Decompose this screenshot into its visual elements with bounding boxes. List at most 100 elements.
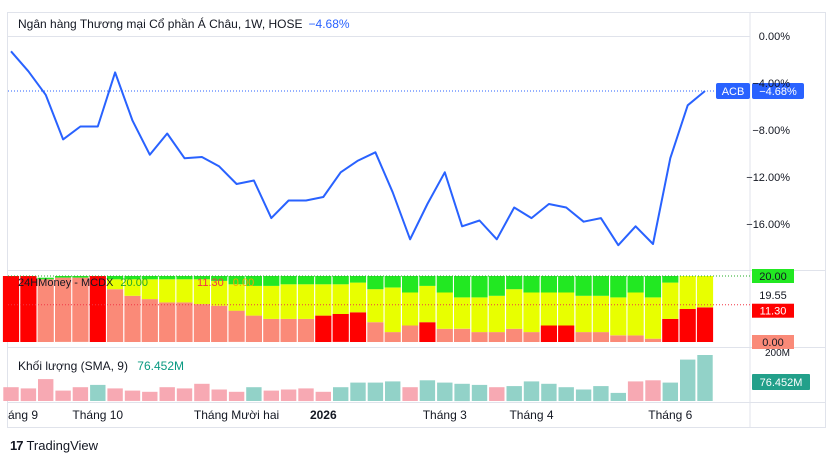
mcdx-bar-red xyxy=(662,318,679,342)
mcdx-bar-green xyxy=(349,276,367,283)
mcdx-bar-red xyxy=(332,313,349,342)
mcdx-bar-salmon xyxy=(193,304,210,342)
mcdx-bar-green xyxy=(644,276,662,298)
volume-bar xyxy=(159,387,175,401)
mcdx-bar-green xyxy=(228,276,245,285)
mcdx-bar-green xyxy=(297,276,315,285)
tradingview-logo[interactable]: 17 TradingView xyxy=(10,438,98,453)
mcdx-bar-salmon xyxy=(644,338,662,342)
volume-bar xyxy=(315,391,331,401)
mcdx-bar-red xyxy=(679,309,696,342)
mcdx-bar-green xyxy=(454,276,471,298)
mcdx-bar-salmon xyxy=(124,295,141,342)
volume-bar xyxy=(55,390,71,401)
mcdx-bar-red xyxy=(540,325,557,342)
tradingview-name: TradingView xyxy=(26,438,99,453)
mcdx-bar-green xyxy=(367,276,384,290)
mcdx-tag-0-bg xyxy=(752,335,794,349)
volume-bar xyxy=(3,387,19,401)
mcdx-bar-yellow xyxy=(263,285,280,319)
mcdx-bar-green xyxy=(523,276,540,293)
last-value-label: −4.68% xyxy=(759,86,797,98)
price-pane: ACB −4.68% xyxy=(8,36,804,247)
mcdx-bar-yellow xyxy=(245,285,262,316)
mcdx-bar-yellow xyxy=(610,297,627,336)
volume-bar xyxy=(72,387,89,401)
volume-bar xyxy=(211,389,227,401)
axes: 0.00% −4.00% −8.00% −12.00% −16.00% 200M áng 9… xyxy=(8,31,790,422)
indicator-value-green: 20.00 xyxy=(120,277,148,289)
mcdx-bar-green xyxy=(558,276,575,293)
mcdx-bar-yellow xyxy=(402,292,419,326)
mcdx-bar-green xyxy=(159,276,176,280)
volume-bar xyxy=(385,381,401,401)
mcdx-bar-red xyxy=(315,315,332,342)
mcdx-bar-yellow xyxy=(141,279,158,300)
mcdx-bar-yellow xyxy=(540,292,557,326)
mcdx-bar-green xyxy=(436,276,453,293)
outer-border xyxy=(7,12,826,428)
mcdx-bar-green xyxy=(211,276,228,281)
mcdx-bar-salmon xyxy=(488,332,505,342)
mcdx-bar-salmon xyxy=(55,277,72,342)
mcdx-bar-green xyxy=(280,276,297,285)
mcdx-bar-green xyxy=(488,276,505,296)
price-tick-label: −12.00% xyxy=(746,172,790,184)
mcdx-bar-yellow xyxy=(592,295,609,333)
time-tick-label: Tháng 4 xyxy=(509,408,553,422)
mcdx-bar-green xyxy=(419,276,436,286)
mcdx-bar-salmon xyxy=(367,322,384,342)
mcdx-bar-green xyxy=(627,276,644,293)
mcdx-tag-20-bg xyxy=(752,269,794,283)
mcdx-bar-green xyxy=(263,276,280,286)
mcdx-bar-red xyxy=(419,322,436,342)
volume-bar xyxy=(627,381,644,401)
volume-pane: 76.452M xyxy=(3,355,810,402)
mcdx-bar-yellow xyxy=(297,284,315,319)
mcdx-bar-salmon xyxy=(297,318,315,342)
mcdx-bar-salmon xyxy=(506,328,523,342)
mcdx-tag-20: 20.00 xyxy=(759,271,787,283)
volume-legend[interactable]: Khối lượng (SMA, 9) 76.452M xyxy=(18,359,184,373)
mcdx-bar-yellow xyxy=(367,289,384,323)
volume-bar xyxy=(575,389,592,401)
mcdx-bar-salmon xyxy=(627,335,644,342)
mcdx-bar-green xyxy=(332,276,349,285)
price-tick-label: −4.00% xyxy=(752,78,790,90)
mcdx-bar-yellow xyxy=(315,284,332,316)
volume-bar xyxy=(662,382,678,401)
mcdx-bar-yellow xyxy=(679,276,696,309)
indicator-legend[interactable]: 24HMoney - MCDX 20.00 11.30 0.00 xyxy=(18,277,254,289)
mcdx-bar-green xyxy=(506,276,523,290)
price-tick-label: −16.00% xyxy=(746,219,790,231)
volume-bar xyxy=(246,387,262,401)
mcdx-bar-salmon xyxy=(245,315,262,342)
mcdx-bar-salmon xyxy=(471,332,488,342)
mcdx-bar-salmon xyxy=(384,332,401,342)
volume-bar xyxy=(697,355,713,401)
mcdx-bar-salmon xyxy=(72,277,89,342)
mcdx-bar-yellow xyxy=(696,276,714,308)
time-tick-label: Tháng 6 xyxy=(648,408,692,422)
volume-bar xyxy=(333,387,349,401)
price-tick-label: 0.00% xyxy=(759,31,790,43)
mcdx-bar-green xyxy=(37,277,54,280)
mcdx-bar-green xyxy=(402,276,419,293)
volume-bar xyxy=(506,386,522,402)
mcdx-bar-yellow xyxy=(523,292,540,333)
mcdx-bar-yellow xyxy=(176,279,193,303)
indicator-name: 24HMoney - MCDX xyxy=(18,277,114,289)
mcdx-bar-green xyxy=(662,276,679,283)
mcdx-bar-yellow xyxy=(107,279,124,290)
tradingview-icon: 17 xyxy=(10,438,24,453)
volume-bar xyxy=(142,391,158,401)
mcdx-bar-salmon xyxy=(436,328,453,342)
symbol-name: Ngân hàng Thương mại Cổ phần Á Châu, 1W,… xyxy=(18,17,303,31)
volume-value: 76.452M xyxy=(137,359,184,373)
time-tick-label: áng 9 xyxy=(8,408,38,422)
volume-bar xyxy=(263,390,279,401)
mcdx-bar-green xyxy=(575,276,592,296)
volume-bar xyxy=(176,388,193,402)
mcdx-tag-0: 0.00 xyxy=(762,337,783,349)
